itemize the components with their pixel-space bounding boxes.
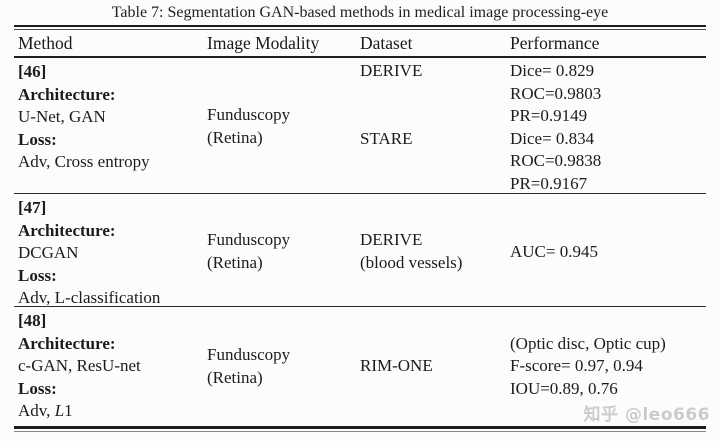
- dataset-name: STARE: [360, 128, 413, 148]
- column-header-image-modality: Image Modality: [207, 32, 320, 53]
- performance-metric: F-score= 0.97, 0.94: [510, 356, 643, 376]
- architecture-value: U-Net, GAN: [18, 107, 106, 126]
- table-caption: Table 7: Segmentation GAN-based methods …: [111, 4, 609, 21]
- bottom-rule: [14, 426, 706, 432]
- spacer: [360, 83, 510, 106]
- performance-metric: PR=0.9167: [510, 173, 588, 193]
- performance-cell: (Optic disc, Optic cup) F-score= 0.97, 0…: [510, 333, 706, 401]
- performance-metric: ROC=0.9803: [510, 83, 602, 103]
- performance-cell: AUC= 0.945: [510, 241, 706, 264]
- math-symbol: L: [54, 401, 65, 420]
- modality-cell: Funduscopy (Retina): [207, 344, 360, 389]
- row-separator-rule: [14, 306, 706, 307]
- performance-metric: PR=0.9149: [510, 106, 588, 125]
- performance-metric: AUC= 0.945: [510, 241, 598, 261]
- row-separator-rule: [14, 193, 706, 194]
- dataset-cell: DERIVE STARE: [360, 58, 510, 150]
- top-rule: [14, 25, 706, 30]
- modality-line: (Retina): [207, 367, 263, 387]
- performance-metric: Dice= 0.834: [510, 128, 595, 148]
- modality-line: Funduscopy: [207, 345, 291, 364]
- performance-metric: (Optic disc, Optic cup): [510, 333, 666, 353]
- spacer: [360, 105, 510, 128]
- loss-value: Adv, L-classification: [18, 288, 161, 307]
- method-cell: [47] Architecture: DCGAN Loss: Adv, L-cl…: [18, 194, 207, 310]
- zhihu-watermark: 知乎 @leo666: [583, 405, 710, 425]
- modality-line: Funduscopy: [207, 230, 291, 250]
- performance-cell: Dice= 0.829 ROC=0.9803 PR=0.9149 Dice= 0…: [510, 58, 706, 195]
- modality-line: (Retina): [207, 252, 263, 272]
- dataset-name: DERIVE: [360, 230, 423, 250]
- method-cell: [46] Architecture: U-Net, GAN Loss: Adv,…: [18, 58, 207, 174]
- dataset-subtitle: (blood vessels): [360, 252, 463, 272]
- reference-label: [46]: [18, 62, 47, 81]
- table-row: [47] Architecture: DCGAN Loss: Adv, L-cl…: [14, 194, 706, 307]
- architecture-label: Architecture:: [18, 333, 116, 353]
- dataset-name: RIM-ONE: [360, 356, 433, 376]
- loss-value: Adv, Cross entropy: [18, 152, 150, 171]
- column-header-performance: Performance: [510, 32, 600, 53]
- loss-label: Loss:: [18, 378, 57, 398]
- loss-label: Loss:: [18, 129, 57, 149]
- modality-cell: Funduscopy (Retina): [207, 104, 360, 149]
- reference-label: [47]: [18, 198, 47, 217]
- modality-line: Funduscopy: [207, 105, 291, 124]
- modality-line: (Retina): [207, 127, 263, 147]
- dataset-cell: DERIVE (blood vessels): [360, 229, 510, 274]
- dataset-cell: RIM-ONE: [360, 355, 510, 378]
- dataset-name: DERIVE: [360, 61, 423, 80]
- loss-label: Loss:: [18, 265, 57, 285]
- performance-metric: ROC=0.9838: [510, 151, 602, 170]
- architecture-label: Architecture:: [18, 220, 116, 240]
- performance-metric: IOU=0.89, 0.76: [510, 378, 618, 398]
- header-rule: [14, 56, 706, 58]
- architecture-value: c-GAN, ResU-net: [18, 356, 141, 375]
- column-header-method: Method: [18, 32, 73, 53]
- table-row: [48] Architecture: c-GAN, ResU-net Loss:…: [14, 307, 706, 426]
- performance-metric: Dice= 0.829: [510, 61, 595, 80]
- method-cell: [48] Architecture: c-GAN, ResU-net Loss:…: [18, 307, 207, 423]
- loss-value: Adv, L1: [18, 401, 73, 420]
- table-header: Method Image Modality Dataset Performanc…: [14, 30, 706, 56]
- column-header-dataset: Dataset: [360, 32, 413, 53]
- table-row: [46] Architecture: U-Net, GAN Loss: Adv,…: [14, 58, 706, 193]
- modality-cell: Funduscopy (Retina): [207, 229, 360, 274]
- architecture-label: Architecture:: [18, 84, 116, 104]
- architecture-value: DCGAN: [18, 243, 79, 262]
- reference-label: [48]: [18, 311, 47, 330]
